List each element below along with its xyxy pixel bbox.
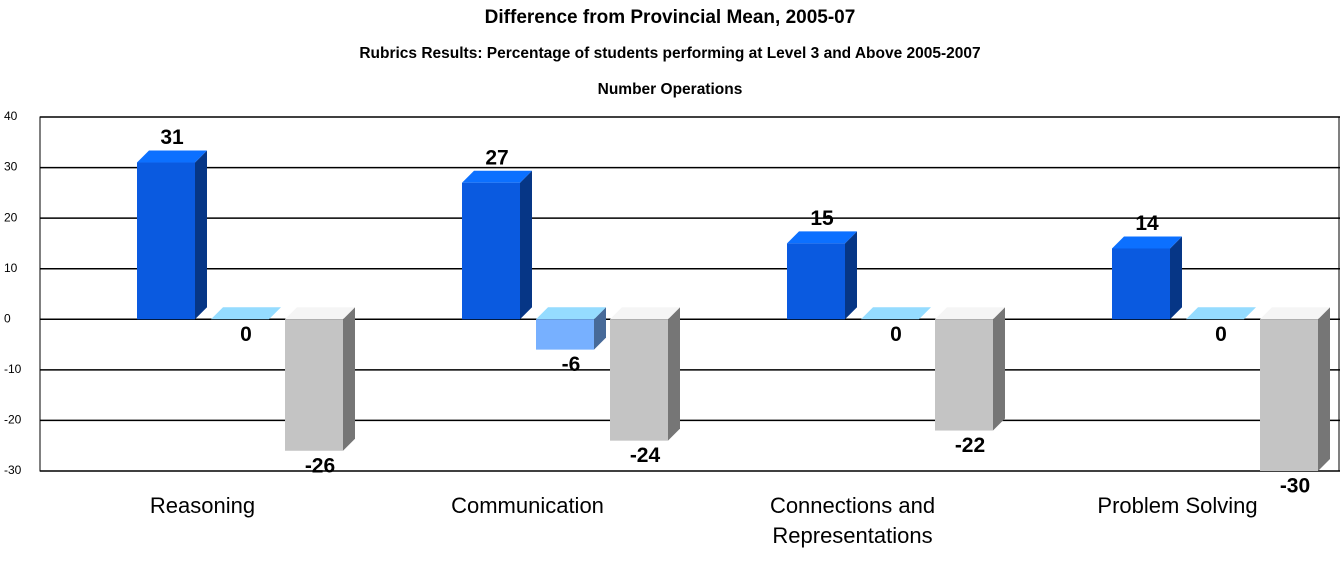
bar-top <box>861 307 931 320</box>
bar <box>1186 307 1256 320</box>
value-label: 0 <box>1215 323 1227 346</box>
bar-top <box>610 307 680 320</box>
value-label: -6 <box>562 353 581 376</box>
x-tick-label: Communication <box>451 493 604 518</box>
y-tick-label: -20 <box>4 413 22 427</box>
bar-front <box>1260 319 1318 471</box>
bar-front <box>1112 248 1170 320</box>
bar <box>211 307 281 320</box>
value-label: 0 <box>890 323 902 346</box>
bar-side <box>993 307 1005 431</box>
bar-side <box>520 170 532 320</box>
bar-front <box>787 243 845 320</box>
bar-top <box>1112 236 1182 249</box>
value-label: 27 <box>485 146 508 169</box>
bar-top <box>1186 307 1256 320</box>
bar <box>861 307 931 320</box>
bar-top <box>285 307 355 320</box>
chart-subtitle: Number Operations <box>598 81 743 98</box>
bar <box>285 307 355 451</box>
bar-top <box>211 307 281 320</box>
x-tick-label: Problem Solving <box>1097 493 1258 518</box>
bar <box>137 150 207 320</box>
bar-top <box>137 150 207 163</box>
bar-front <box>536 319 594 350</box>
chart-title: Difference from Provincial Mean, 2005-07 <box>485 7 856 28</box>
chart-subtitle: Rubrics Results: Percentage of students … <box>359 45 980 62</box>
value-label: -22 <box>955 434 985 457</box>
y-tick-label: 0 <box>4 311 11 325</box>
bar <box>536 307 606 350</box>
bar <box>1260 307 1330 471</box>
bar-side <box>195 150 207 320</box>
bar-side <box>594 307 606 350</box>
bar-front <box>462 182 520 320</box>
value-label: -26 <box>305 454 335 477</box>
y-tick-label: 30 <box>4 160 18 174</box>
value-label: -24 <box>630 444 661 467</box>
bar-top <box>536 307 606 320</box>
bar <box>935 307 1005 431</box>
y-tick-label: -30 <box>4 463 22 477</box>
bar-top <box>787 231 857 244</box>
y-tick-label: 10 <box>4 261 18 275</box>
bar-front <box>285 319 343 451</box>
bar-front <box>137 162 195 320</box>
bar-side <box>1318 307 1330 471</box>
y-tick-label: 20 <box>4 210 18 224</box>
bar-top <box>1260 307 1330 320</box>
bar-top <box>462 170 532 183</box>
value-label: 31 <box>160 126 184 149</box>
bar-side <box>845 231 857 320</box>
y-tick-label: -10 <box>4 362 22 376</box>
bar <box>610 307 680 441</box>
x-tick-label: Connections and Representations <box>769 493 936 548</box>
bar-front <box>610 319 668 441</box>
bar-top <box>935 307 1005 320</box>
value-label: 0 <box>240 323 252 346</box>
bar-side <box>668 307 680 441</box>
bar <box>1112 236 1182 320</box>
bar-side <box>343 307 355 451</box>
bar-side <box>1170 236 1182 320</box>
value-label: -30 <box>1280 475 1310 498</box>
y-tick-label: 40 <box>4 109 18 123</box>
bar <box>462 170 532 320</box>
value-label: 15 <box>810 207 834 230</box>
bar <box>787 231 857 320</box>
value-label: 14 <box>1135 212 1159 235</box>
bar-front <box>935 319 993 431</box>
x-tick-label: Reasoning <box>149 493 256 518</box>
